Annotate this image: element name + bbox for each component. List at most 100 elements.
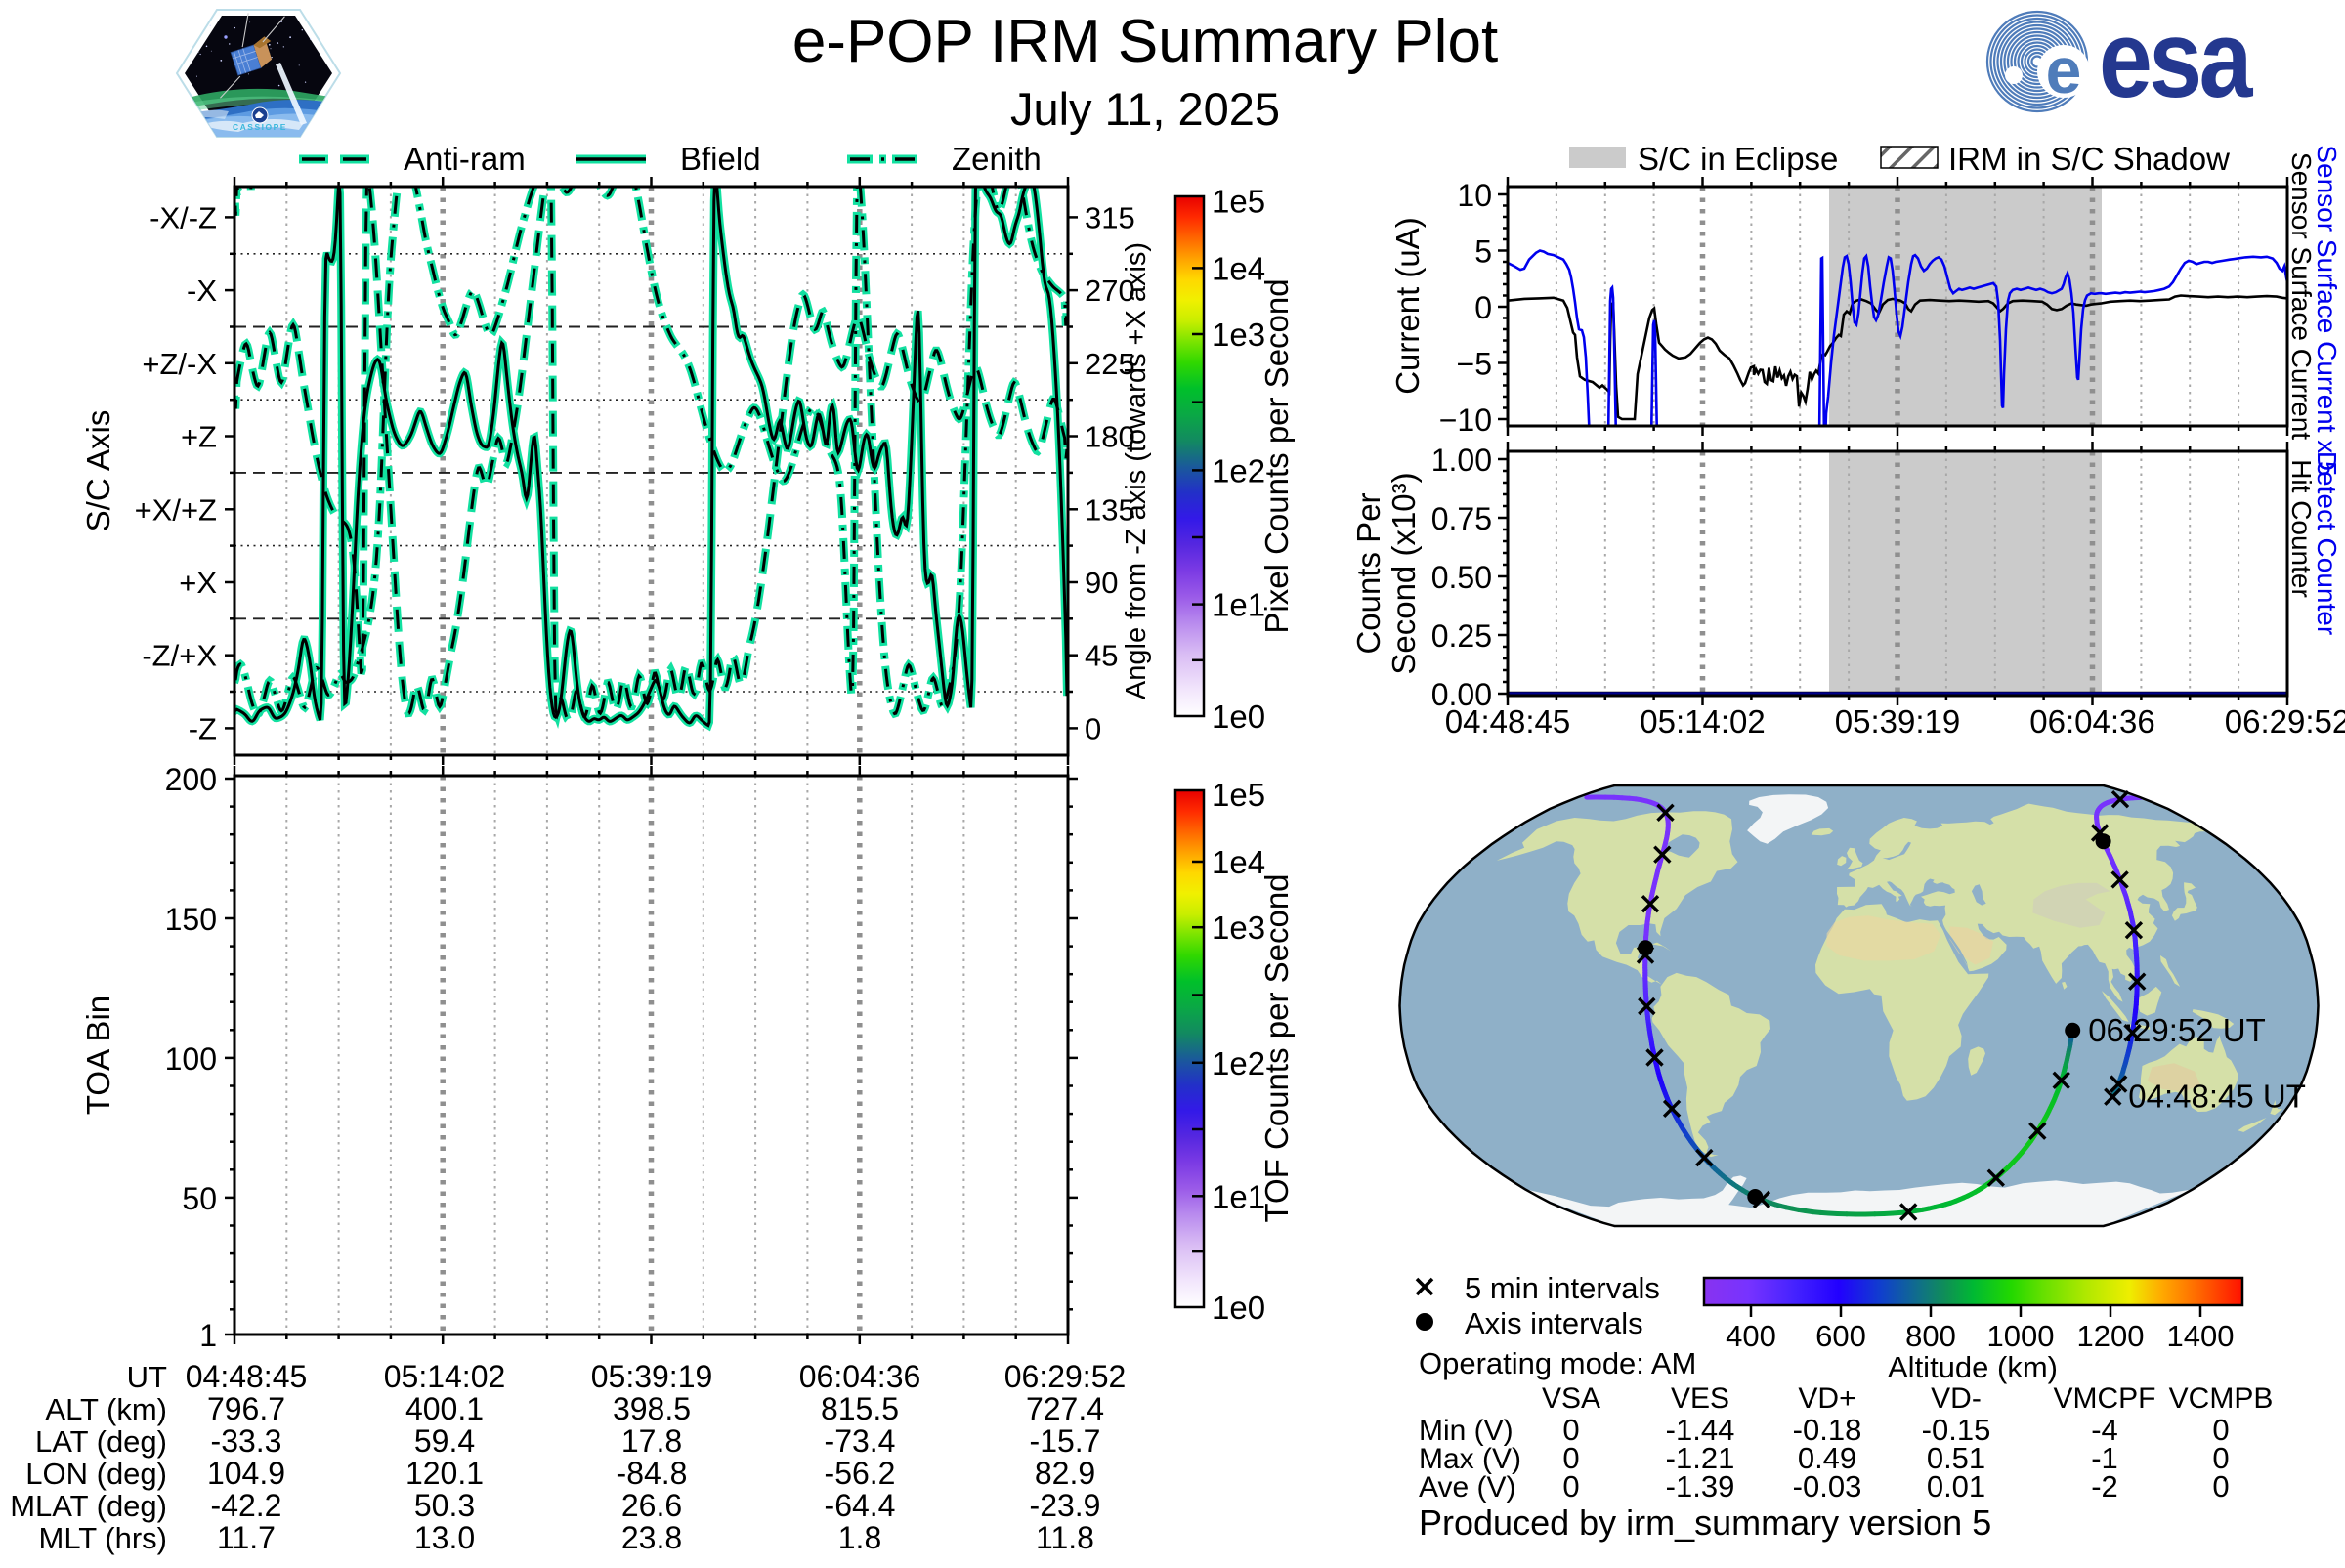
svg-text:50: 50	[182, 1181, 217, 1216]
svg-text:815.5: 815.5	[821, 1391, 899, 1426]
svg-text:1000: 1000	[1987, 1319, 2055, 1353]
svg-text:Produced by irm_summary versio: Produced by irm_summary version 5	[1419, 1503, 1991, 1543]
svg-text:26.6: 26.6	[621, 1488, 682, 1523]
svg-text:100: 100	[165, 1041, 217, 1077]
svg-text:0: 0	[1562, 1469, 1579, 1504]
svg-text:398.5: 398.5	[613, 1391, 691, 1426]
svg-text:1e1: 1e1	[1212, 1178, 1265, 1214]
svg-text:90: 90	[1085, 566, 1118, 600]
svg-text:50.3: 50.3	[414, 1488, 475, 1523]
svg-text:06:04:36: 06:04:36	[2029, 703, 2154, 740]
svg-text:ALT (km): ALT (km)	[45, 1392, 167, 1426]
svg-text:+X: +X	[179, 566, 217, 600]
svg-text:Altitude (km): Altitude (km)	[1888, 1350, 2058, 1384]
svg-text:05:14:02: 05:14:02	[384, 1359, 506, 1394]
svg-text:-56.2: -56.2	[825, 1456, 896, 1491]
svg-text:1200: 1200	[2077, 1319, 2145, 1353]
svg-text:e-POP IRM Summary Plot: e-POP IRM Summary Plot	[792, 8, 1498, 75]
svg-text:120.1: 120.1	[405, 1456, 484, 1491]
svg-text:VD-: VD-	[1931, 1382, 1982, 1415]
svg-text:1e3: 1e3	[1212, 910, 1265, 946]
svg-text:1e5: 1e5	[1212, 183, 1265, 219]
svg-text:Angle from -Z axis (towards +X: Angle from -Z axis (towards +X axis)	[1121, 242, 1152, 699]
svg-text:05:39:19: 05:39:19	[1835, 703, 1960, 740]
svg-text:11.7: 11.7	[217, 1520, 276, 1555]
svg-text:TOF Counts per Second: TOF Counts per Second	[1258, 873, 1295, 1222]
svg-text:11.8: 11.8	[1036, 1520, 1094, 1555]
svg-text:−5: −5	[1457, 347, 1492, 382]
svg-text:05:14:02: 05:14:02	[1640, 703, 1765, 740]
svg-text:1.00: 1.00	[1431, 443, 1492, 478]
svg-text:04:48:45: 04:48:45	[1445, 703, 1570, 740]
svg-text:5: 5	[1474, 234, 1492, 270]
svg-text:200: 200	[165, 762, 217, 797]
svg-text:600: 600	[1815, 1319, 1866, 1353]
svg-text:Ave (V): Ave (V)	[1419, 1471, 1515, 1504]
svg-text:1e2: 1e2	[1212, 1045, 1265, 1081]
svg-text:1e5: 1e5	[1212, 777, 1265, 813]
svg-text:−10: −10	[1439, 403, 1492, 438]
svg-text:04:48:45: 04:48:45	[186, 1359, 308, 1394]
svg-text:05:39:19: 05:39:19	[591, 1359, 713, 1394]
svg-text:82.9: 82.9	[1035, 1456, 1095, 1491]
svg-text:Detect Counter: Detect Counter	[2312, 451, 2342, 635]
svg-text:104.9: 104.9	[207, 1456, 285, 1491]
svg-text:Zenith: Zenith	[952, 141, 1042, 177]
svg-text:06:04:36: 06:04:36	[799, 1359, 921, 1394]
svg-text:CASSIOPE: CASSIOPE	[233, 122, 287, 132]
svg-text:1e1: 1e1	[1212, 587, 1265, 623]
svg-text:06:29:52: 06:29:52	[2225, 703, 2345, 740]
svg-text:5 min intervals: 5 min intervals	[1465, 1271, 1660, 1305]
svg-text:1e2: 1e2	[1212, 452, 1265, 488]
svg-text:13.0: 13.0	[414, 1520, 475, 1555]
svg-text:-1.39: -1.39	[1666, 1469, 1735, 1504]
svg-text:0: 0	[2212, 1469, 2229, 1504]
svg-text:1e4: 1e4	[1212, 844, 1265, 880]
svg-text:Bfield: Bfield	[680, 141, 761, 177]
svg-text:315: 315	[1085, 200, 1135, 234]
svg-text:-Z: -Z	[189, 711, 217, 745]
svg-text:VSA: VSA	[1542, 1382, 1600, 1415]
svg-text:LON (deg): LON (deg)	[25, 1457, 167, 1491]
svg-text:e: e	[2046, 34, 2082, 106]
svg-text:S/C Axis: S/C Axis	[80, 410, 116, 532]
svg-text:-73.4: -73.4	[825, 1423, 896, 1459]
svg-text:VMCPF: VMCPF	[2054, 1382, 2156, 1415]
svg-text:TOA Bin: TOA Bin	[80, 996, 116, 1115]
svg-text:23.8: 23.8	[621, 1520, 682, 1555]
svg-text:+Z: +Z	[181, 420, 217, 454]
svg-text:0: 0	[1474, 290, 1492, 325]
svg-text:S/C in Eclipse: S/C in Eclipse	[1638, 141, 1838, 177]
svg-text:1: 1	[199, 1318, 217, 1353]
svg-text:59.4: 59.4	[414, 1423, 475, 1459]
svg-text:727.4: 727.4	[1026, 1391, 1104, 1426]
svg-text:-X/-Z: -X/-Z	[149, 200, 217, 234]
svg-text:1e0: 1e0	[1212, 1290, 1265, 1326]
svg-text:VD+: VD+	[1798, 1382, 1855, 1415]
svg-text:-42.2: -42.2	[211, 1488, 282, 1523]
svg-text:10: 10	[1457, 178, 1492, 213]
svg-text:150: 150	[165, 902, 217, 937]
svg-text:-23.9: -23.9	[1030, 1488, 1101, 1523]
svg-text:1e4: 1e4	[1212, 250, 1265, 286]
svg-text:06:29:52 UT: 06:29:52 UT	[2088, 1012, 2266, 1048]
svg-text:Counts Per: Counts Per	[1350, 492, 1386, 654]
svg-text:Axis intervals: Axis intervals	[1465, 1306, 1643, 1340]
svg-text:400: 400	[1726, 1319, 1776, 1353]
svg-text:LAT (deg): LAT (deg)	[35, 1424, 167, 1459]
svg-text:-33.3: -33.3	[211, 1423, 282, 1459]
svg-text:+X/+Z: +X/+Z	[135, 492, 217, 527]
svg-text:1e3: 1e3	[1212, 317, 1265, 353]
svg-text:Current (uA): Current (uA)	[1389, 217, 1426, 395]
svg-text:-84.8: -84.8	[617, 1456, 688, 1491]
svg-text:-64.4: -64.4	[825, 1488, 896, 1523]
svg-text:July 11, 2025: July 11, 2025	[1010, 83, 1280, 135]
svg-text:800: 800	[1905, 1319, 1956, 1353]
svg-text:Operating mode: AM: Operating mode: AM	[1419, 1346, 1696, 1380]
svg-text:17.8: 17.8	[621, 1423, 682, 1459]
svg-text:-Z/+X: -Z/+X	[142, 639, 217, 673]
svg-text:Sensor Surface Current x 5: Sensor Surface Current x 5	[2312, 145, 2342, 476]
svg-text:06:29:52: 06:29:52	[1004, 1359, 1127, 1394]
svg-text:796.7: 796.7	[207, 1391, 285, 1426]
svg-text:0: 0	[1085, 711, 1101, 745]
